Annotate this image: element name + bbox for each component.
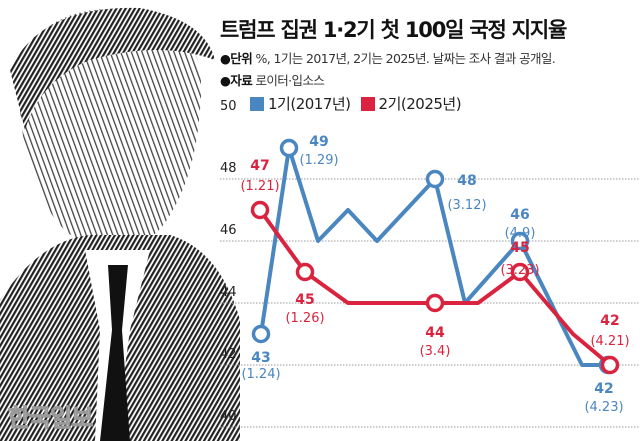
y-tick-label: 44 (220, 285, 237, 300)
legend-label-2017: 1기(2017년) (268, 95, 351, 113)
data-label-value: 45 (510, 240, 529, 256)
unit-label: ●단위 (220, 51, 253, 66)
series-line-0 (259, 146, 608, 367)
data-label-date: (4.21) (590, 334, 629, 349)
data-label-value: 44 (425, 325, 445, 341)
data-label-value: 42 (594, 381, 613, 397)
unit-text: %, 1기는 2017년, 2기는 2025년. 날짜는 조사 결과 공개일. (255, 51, 556, 66)
data-point-marker (425, 293, 445, 313)
data-label-date: (4.9) (505, 226, 536, 241)
data-label-value: 48 (457, 173, 476, 189)
data-label-date: (1.21) (240, 179, 279, 194)
y-tick-label: 50 (220, 99, 237, 114)
series-line-1 (258, 208, 612, 367)
data-label-date: (3.12) (447, 198, 486, 213)
portrait-illustration (0, 7, 240, 441)
data-label-value: 49 (309, 134, 328, 150)
data-label-date: (3.4) (420, 344, 451, 359)
y-tick-label: 46 (220, 223, 237, 238)
data-label-value: 43 (251, 350, 270, 366)
data-point-marker (510, 231, 530, 251)
data-point-marker (425, 169, 445, 189)
source-text: 로이터·입소스 (255, 73, 325, 88)
data-label-date: (1.26) (285, 311, 324, 326)
data-point-marker (295, 262, 315, 282)
data-label-value: 46 (510, 207, 529, 223)
data-point-marker (250, 200, 270, 220)
chart-title: 트럼프 집권 1·2기 첫 100일 국정 지지율 (220, 18, 567, 42)
data-label-value: 45 (295, 292, 314, 308)
source-note: ●자료 로이터·입소스 (220, 70, 325, 89)
data-label-date: (1.24) (241, 367, 280, 382)
y-tick-label: 40 (220, 409, 237, 424)
legend-swatch-2025 (360, 96, 375, 111)
data-point-marker (279, 138, 299, 158)
data-label-date: (3.23) (500, 263, 539, 278)
data-label-value: 47 (250, 158, 269, 174)
data-label-date: (4.23) (584, 400, 623, 415)
watermark-logo: 한국일보 (7, 404, 93, 433)
data-label-date: (1.29) (299, 153, 338, 168)
data-point-marker (600, 355, 620, 375)
legend: 1기(2017년) 2기(2025년) (250, 93, 462, 114)
data-label-value: 42 (600, 313, 619, 329)
legend-label-2025: 2기(2025년) (378, 95, 462, 113)
data-point-marker (251, 324, 271, 344)
data-point-marker (510, 262, 530, 282)
unit-note: ●단위 %, 1기는 2017년, 2기는 2025년. 날짜는 조사 결과 공… (220, 48, 556, 67)
legend-swatch-2017 (250, 96, 264, 111)
y-tick-label: 42 (220, 347, 237, 362)
y-tick-label: 48 (220, 161, 237, 176)
source-label: ●자료 (220, 73, 253, 88)
